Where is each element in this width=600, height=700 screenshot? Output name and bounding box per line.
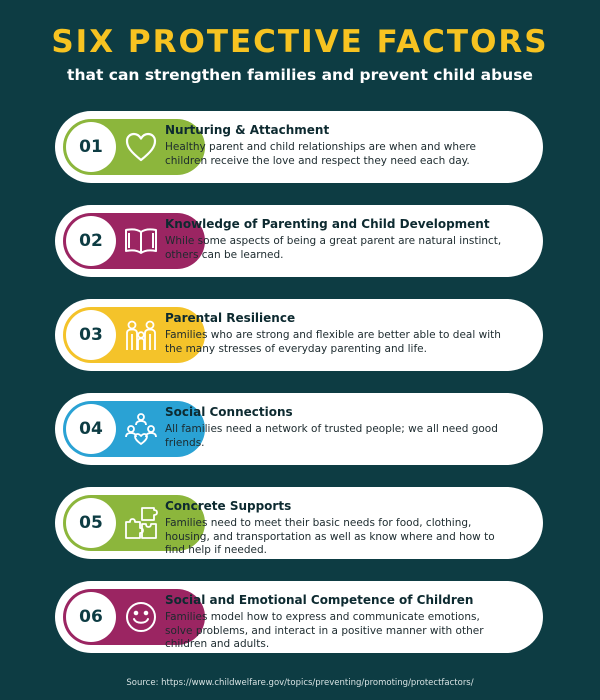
factor-title: Concrete Supports: [165, 499, 292, 513]
factor-pill: 06: [63, 589, 205, 645]
factor-title: Knowledge of Parenting and Child Develop…: [165, 217, 490, 231]
factor-number: 02: [66, 216, 116, 266]
factor-number: 03: [66, 310, 116, 360]
page-title: SIX PROTECTIVE FACTORS: [51, 24, 549, 60]
factor-card-6: 06 Social and Emotional Competence of Ch…: [55, 581, 543, 653]
page-subtitle: that can strengthen families and prevent…: [67, 66, 533, 84]
factor-card-5: 05 Concrete Supports Families need to me…: [55, 487, 543, 559]
puzzle-icon: [123, 505, 159, 541]
factor-number: 01: [66, 122, 116, 172]
factor-pill: 04: [63, 401, 205, 457]
factor-pill: 01: [63, 119, 205, 175]
factor-description: Families need to meet their basic needs …: [165, 517, 495, 556]
factor-pill: 03: [63, 307, 205, 363]
factor-description: All families need a network of trusted p…: [165, 423, 498, 449]
factor-description: Healthy parent and child relationships a…: [165, 141, 477, 167]
factor-description: Families model how to express and commun…: [165, 611, 484, 650]
heart-icon: [123, 129, 159, 165]
source-citation: Source: https://www.childwelfare.gov/top…: [126, 678, 474, 688]
factor-title: Nurturing & Attachment: [165, 123, 330, 137]
factor-number: 04: [66, 404, 116, 454]
factor-card-4: 04 Social Connections All families need …: [55, 393, 543, 465]
factor-title: Parental Resilience: [165, 311, 296, 325]
factor-title: Social and Emotional Competence of Child…: [165, 593, 474, 607]
factor-title: Social Connections: [165, 405, 293, 419]
factor-pill: 05: [63, 495, 205, 551]
factor-description: While some aspects of being a great pare…: [165, 235, 502, 261]
factor-card-2: 02 Knowledge of Parenting and Child Deve…: [55, 205, 543, 277]
smiley-icon: [123, 599, 159, 635]
factor-number: 06: [66, 592, 116, 642]
people-network-icon: [123, 411, 159, 447]
family-icon: [123, 317, 159, 353]
factor-card-3: 03 Parental Resilience Families who are …: [55, 299, 543, 371]
factor-card-1: 01 Nurturing & Attachment Healthy parent…: [55, 111, 543, 183]
open-book-icon: [123, 223, 159, 259]
factor-description: Families who are strong and flexible are…: [165, 329, 501, 355]
factor-number: 05: [66, 498, 116, 548]
factor-pill: 02: [63, 213, 205, 269]
